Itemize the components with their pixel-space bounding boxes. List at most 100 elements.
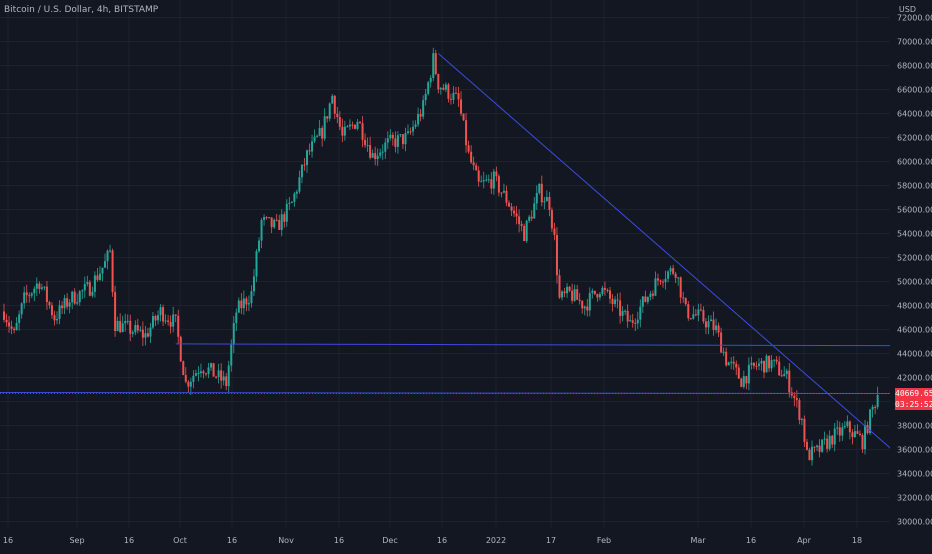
candle-body	[437, 74, 440, 90]
candle-body	[763, 360, 766, 373]
candle-body	[631, 320, 634, 323]
candle-body	[692, 314, 695, 319]
candle-body	[18, 314, 21, 324]
candle-body	[407, 131, 409, 134]
candle-body	[800, 418, 803, 421]
candle-body	[593, 290, 596, 295]
drawings[interactable]	[0, 53, 932, 460]
candle-body	[475, 165, 478, 171]
candle-body	[480, 181, 483, 183]
support-line	[175, 343, 932, 347]
candle-body	[702, 310, 705, 322]
time-tick-label: 16	[334, 536, 344, 545]
candle-body	[730, 361, 733, 363]
price-tick-label: 50000.00	[897, 278, 932, 287]
candle-body	[154, 316, 157, 321]
candle-body	[513, 210, 516, 214]
candle-body	[616, 299, 619, 301]
candle-body	[202, 371, 205, 374]
candle-body	[699, 309, 702, 311]
time-axis[interactable]: 16 Sep 16 Oct 16 Nov 16 Dec 16 2022 17 Feb Mar 16 Apr 1…	[0, 528, 932, 550]
candle-body	[121, 323, 124, 333]
candle-body	[606, 289, 609, 291]
candle-body	[268, 217, 271, 219]
price-tick-label: 42000.00	[897, 374, 932, 383]
time-tick-label: Apr	[797, 536, 812, 545]
candle-body	[745, 376, 748, 384]
candle-body	[177, 315, 180, 337]
candle-body	[500, 192, 503, 194]
candle-body	[366, 145, 369, 147]
candle-body	[288, 202, 291, 204]
candle-body	[10, 326, 13, 329]
candle-body	[353, 124, 356, 129]
candle-body	[571, 290, 574, 301]
candle-body	[561, 291, 564, 298]
candle-body	[220, 370, 223, 381]
price-tick-label: 56000.00	[897, 206, 932, 215]
candle-body	[83, 284, 86, 291]
candle-body	[472, 162, 475, 166]
candle-body	[323, 116, 326, 139]
candle-body	[485, 179, 488, 181]
candle-body	[641, 296, 644, 307]
candle-body	[578, 299, 581, 301]
candle-body	[876, 394, 879, 408]
candle-body	[558, 275, 561, 298]
candle-body	[528, 216, 531, 221]
candle-body	[76, 302, 79, 304]
candle-body	[174, 314, 177, 316]
candle-body	[851, 432, 854, 438]
currency-label[interactable]: USD	[898, 5, 916, 14]
bar-countdown: 03:25:52	[895, 400, 932, 410]
candle-body	[656, 278, 659, 281]
candle-body	[78, 291, 81, 303]
candle-body	[573, 289, 576, 301]
candle-body	[275, 219, 278, 221]
candle-body	[449, 98, 452, 100]
candle-body	[40, 287, 43, 289]
candle-body	[290, 201, 293, 203]
candle-body	[467, 145, 470, 152]
candle-body	[858, 433, 861, 435]
candle-body	[230, 344, 233, 366]
candle-body	[765, 355, 768, 373]
candle-body	[803, 418, 806, 442]
candle-body	[139, 329, 142, 331]
candle-body	[33, 288, 36, 294]
candle-body	[280, 214, 283, 230]
downtrend-line	[437, 53, 904, 460]
candle-body	[598, 293, 601, 298]
candle-body	[197, 373, 200, 375]
price-tick-label: 54000.00	[897, 230, 932, 239]
candle-body	[785, 370, 788, 375]
candle-body	[518, 216, 521, 225]
candle-body	[697, 309, 700, 316]
time-tick-label: 16	[124, 536, 134, 545]
candle-body	[300, 164, 303, 178]
candle-body	[755, 365, 758, 367]
candle-body	[422, 100, 425, 117]
price-tick-label: 48000.00	[897, 302, 932, 311]
candle-body	[833, 428, 836, 445]
candle-body	[207, 367, 210, 375]
time-tick-label: Mar	[690, 536, 706, 545]
candle-body	[66, 298, 69, 307]
candle-body	[770, 360, 773, 369]
candle-body	[424, 93, 427, 101]
candle-body	[788, 370, 791, 393]
candles	[3, 47, 879, 466]
candle-body	[634, 322, 637, 324]
candle-body	[91, 291, 94, 296]
candle-body	[303, 164, 306, 166]
price-axis[interactable]: 30000.00 32000.00 34000.00 36000.00 38000.00…	[890, 0, 932, 550]
candle-body	[808, 449, 811, 461]
candle-body	[848, 421, 851, 433]
candle-body	[45, 286, 48, 303]
candle-body	[545, 197, 548, 202]
candle-body	[232, 323, 235, 345]
candle-body	[343, 126, 346, 136]
candle-body	[651, 293, 654, 296]
